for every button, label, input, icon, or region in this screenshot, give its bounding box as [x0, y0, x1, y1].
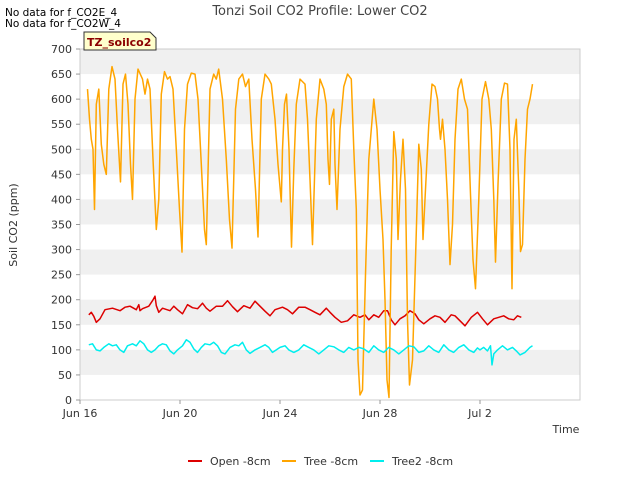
- grid-band: [80, 249, 580, 275]
- legend-label-1: Tree -8cm: [303, 455, 358, 468]
- y-tick-label: 400: [51, 193, 72, 206]
- x-tick-label: Jun 20: [162, 407, 198, 420]
- y-tick-label: 600: [51, 93, 72, 106]
- y-tick-label: 650: [51, 68, 72, 81]
- series-line-1: [86, 65, 534, 399]
- grid-band: [80, 49, 580, 75]
- plot-bands: [80, 49, 580, 375]
- x-tick-label: Jun 16: [62, 407, 98, 420]
- badge-text: TZ_soilco2: [87, 36, 151, 49]
- no-data-note-1: No data for f_CO2E_4: [5, 7, 118, 19]
- legend: Open -8cm Tree -8cm Tree2 -8cm: [188, 455, 453, 468]
- y-axis-label: Soil CO2 (ppm): [7, 183, 20, 266]
- no-data-note-2: No data for f_CO2W_4: [5, 18, 121, 30]
- x-tick-label: Jun 28: [362, 407, 398, 420]
- x-tick-label: Jun 24: [262, 407, 298, 420]
- y-tick-label: 350: [51, 219, 72, 232]
- x-axis-label: Time: [552, 423, 580, 436]
- y-tick-label: 500: [51, 143, 72, 156]
- y-axis: 0 50 100 150 200 250 300 350 400 450 500 550 600 650 7…: [51, 43, 80, 407]
- y-tick-label: 250: [51, 269, 72, 282]
- series-line-0: [88, 295, 522, 327]
- y-tick-label: 550: [51, 118, 72, 131]
- badge-box: [83, 31, 157, 51]
- y-tick-label: 50: [58, 369, 72, 382]
- grid-band: [80, 99, 580, 125]
- y-tick-label: 200: [51, 294, 72, 307]
- y-tick-label: 300: [51, 244, 72, 257]
- y-tick-label: 450: [51, 168, 72, 181]
- y-tick-label: 700: [51, 43, 72, 56]
- y-tick-label: 100: [51, 344, 72, 357]
- x-tick-label: Jul 2: [467, 407, 492, 420]
- legend-label-0: Open -8cm: [210, 455, 271, 468]
- badge: TZ_soilco2: [83, 31, 157, 51]
- chart-title: Tonzi Soil CO2 Profile: Lower CO2: [211, 4, 427, 19]
- y-tick-label: 0: [65, 394, 72, 407]
- y-tick-label: 150: [51, 319, 72, 332]
- x-axis: Jun 16 Jun 20 Jun 24 Jun 28 Jul 2: [62, 400, 492, 420]
- series-lines: [86, 65, 534, 399]
- series-line-2: [88, 339, 533, 366]
- grid-band: [80, 349, 580, 375]
- legend-label-2: Tree2 -8cm: [391, 455, 453, 468]
